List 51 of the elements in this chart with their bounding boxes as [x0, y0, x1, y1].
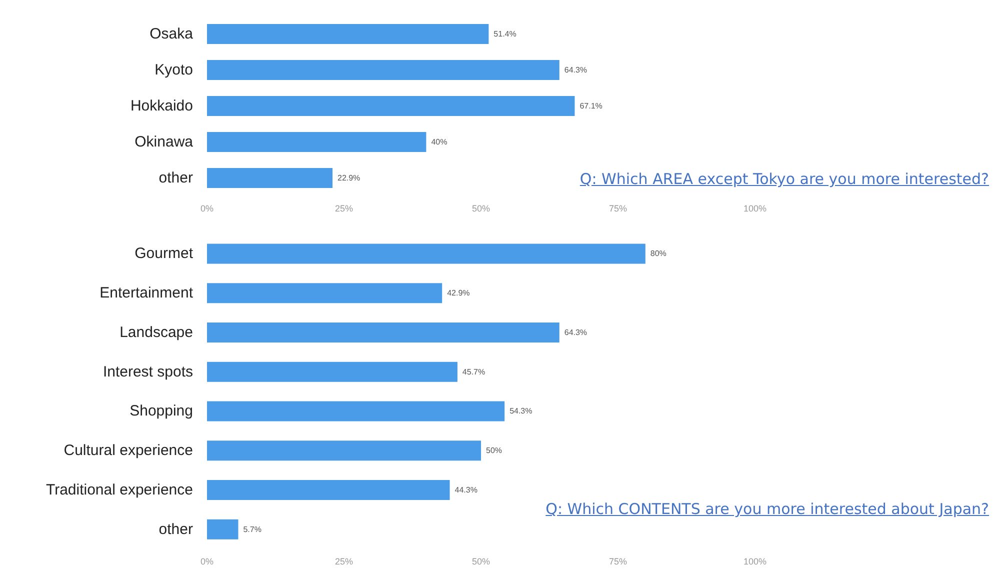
- data-label: 22.9%: [337, 174, 360, 182]
- bar: [207, 519, 238, 540]
- data-label: 64.3%: [564, 66, 588, 74]
- data-label: 5.7%: [243, 524, 262, 534]
- annotation: Q: Which CONTENTS are you more interested about Japan?: [546, 500, 989, 518]
- y-tick-label: Hokkaido: [130, 98, 193, 114]
- data-label: 64.3%: [564, 328, 588, 337]
- bar: [207, 283, 442, 304]
- y-tick-label: Okinawa: [134, 134, 194, 150]
- x-tick-label: 50%: [472, 204, 490, 214]
- x-tick-label: 75%: [608, 556, 628, 566]
- x-tick-label: 50%: [472, 556, 490, 566]
- bar: [207, 132, 426, 152]
- annotation: Q: Which AREA except Tokyo are you more interested?: [580, 170, 989, 188]
- data-label: 44.3%: [454, 485, 478, 494]
- data-label: 50%: [486, 446, 502, 456]
- bar: [207, 401, 505, 422]
- x-tick-label: 75%: [608, 204, 628, 214]
- x-tick-label: 25%: [334, 204, 354, 214]
- bar: [207, 362, 458, 382]
- y-tick-label: Shopping: [130, 402, 193, 420]
- y-tick-label: Gourmet: [134, 245, 194, 262]
- bar: [207, 480, 450, 500]
- y-tick-label: other: [158, 170, 193, 186]
- bar: [207, 24, 489, 44]
- bar: [207, 60, 560, 80]
- y-tick-label: other: [158, 520, 193, 538]
- x-tick-label: 100%: [743, 204, 767, 214]
- y-tick-label: Cultural experience: [64, 442, 193, 460]
- y-tick-label: Entertainment: [100, 284, 194, 302]
- bar: [207, 96, 575, 116]
- bar: [207, 168, 332, 188]
- y-tick-label: Kyoto: [154, 62, 193, 78]
- y-tick-label: Interest spots: [102, 363, 193, 380]
- bar: [207, 244, 646, 264]
- data-label: 54.3%: [510, 406, 532, 416]
- x-tick-label: 100%: [743, 556, 767, 566]
- bar: [207, 322, 560, 342]
- data-label: 80%: [650, 249, 666, 258]
- x-tick-label: 0%: [200, 204, 214, 214]
- x-tick-label: 25%: [334, 556, 354, 566]
- y-tick-label: Traditional experience: [46, 481, 193, 498]
- data-label: 42.9%: [447, 288, 470, 298]
- y-tick-label: Osaka: [150, 26, 194, 42]
- x-tick-label: 0%: [200, 556, 214, 566]
- data-label: 45.7%: [462, 367, 486, 376]
- y-tick-label: Landscape: [120, 324, 193, 341]
- data-label: 67.1%: [580, 102, 602, 110]
- bar: [207, 440, 481, 461]
- data-label: 40%: [431, 138, 448, 146]
- data-label: 51.4%: [494, 30, 516, 38]
